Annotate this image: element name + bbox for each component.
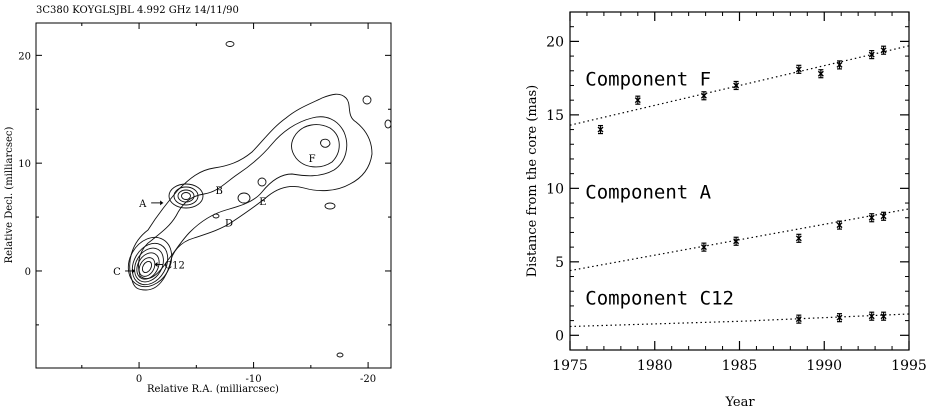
contour-level-2 <box>138 116 348 280</box>
data-point <box>868 213 875 223</box>
component-label-f: F <box>309 154 316 165</box>
series-label-1: Component A <box>585 182 711 204</box>
data-point <box>795 314 802 324</box>
component-label-b: B <box>216 186 223 197</box>
component-label-c12: C12 <box>165 261 185 272</box>
point-marker <box>836 222 843 229</box>
series-label-0: Component F <box>585 68 711 90</box>
point-marker <box>733 238 740 245</box>
point-marker <box>795 66 802 73</box>
left-x-tick-label: 0 <box>136 374 142 385</box>
component-arrowhead-a <box>160 200 164 206</box>
data-point <box>836 220 843 230</box>
fit-lines <box>569 45 910 328</box>
point-marker <box>836 314 843 321</box>
point-marker <box>795 235 802 242</box>
contour-f-inner <box>320 138 331 148</box>
right-axis-ticks: 1975 1980 1985 1990 1995 0 5 10 15 20 <box>546 12 927 374</box>
data-point <box>795 64 802 74</box>
data-point <box>817 69 824 79</box>
left-x-tick-label: -10 <box>246 374 262 385</box>
point-marker <box>700 244 707 251</box>
contour-f <box>291 124 340 168</box>
left-axis-ticks: 0 -10 -20 20 10 0 <box>18 23 391 385</box>
data-point <box>700 242 707 252</box>
left-x-axis-label: Relative R.A. (milliarcsec) <box>147 384 279 395</box>
point-marker <box>817 70 824 77</box>
right-x-tick-label: 1990 <box>806 358 842 374</box>
point-marker <box>597 126 604 133</box>
data-point <box>880 311 887 321</box>
point-marker <box>634 97 641 104</box>
right-y-axis-label: Distance from the core (mas) <box>525 85 540 277</box>
right-x-axis-label: Year <box>724 395 755 410</box>
component-label-e: E <box>259 197 266 208</box>
left-y-tick-label: 20 <box>18 51 31 62</box>
right-x-tick-label: 1975 <box>552 358 588 374</box>
point-marker <box>836 61 843 68</box>
component-label-c: C <box>113 267 121 278</box>
left-y-tick-label: 10 <box>18 159 31 170</box>
data-point <box>868 311 875 321</box>
data-points <box>597 45 887 324</box>
fit-line-2 <box>569 313 910 328</box>
component-labels: C C12 A B D E F <box>113 154 316 278</box>
data-point <box>880 211 887 221</box>
series-labels: Component F Component A Component C12 <box>585 68 734 309</box>
right-y-tick-label: 5 <box>555 255 564 271</box>
contour-frame <box>35 22 392 369</box>
series-label-2: Component C12 <box>585 287 734 309</box>
data-point <box>700 91 707 101</box>
right-x-tick-label: 1995 <box>891 358 927 374</box>
data-point <box>880 45 887 55</box>
data-point <box>836 313 843 323</box>
point-marker <box>880 313 887 320</box>
component-arrowhead-c <box>132 268 136 274</box>
point-marker <box>795 316 802 323</box>
point-marker <box>880 213 887 220</box>
point-marker <box>868 313 875 320</box>
point-marker <box>733 82 740 89</box>
point-marker <box>868 51 875 58</box>
left-x-tick-label: -20 <box>360 374 376 385</box>
point-marker <box>868 214 875 221</box>
data-point <box>868 50 875 60</box>
data-point <box>597 124 604 135</box>
left-header: 3C380 KOYGLSJBL 4.992 GHz 14/11/90 <box>36 5 239 16</box>
data-point <box>634 95 641 105</box>
contour-map <box>127 41 392 358</box>
component-label-a: A <box>138 199 147 210</box>
right-y-tick-label: 0 <box>555 328 564 344</box>
right-y-tick-label: 15 <box>546 108 564 124</box>
right-x-tick-label: 1980 <box>637 358 673 374</box>
contour-outer <box>129 93 373 291</box>
component-label-d: D <box>225 218 233 229</box>
right-y-tick-label: 20 <box>546 34 564 50</box>
component-arrowhead-c12 <box>154 262 158 267</box>
data-point <box>733 80 740 91</box>
right-y-tick-label: 10 <box>546 181 564 197</box>
data-point <box>795 233 802 243</box>
right-x-tick-label: 1985 <box>722 358 758 374</box>
data-point <box>733 236 740 246</box>
fit-line-1 <box>569 208 910 272</box>
data-point <box>836 60 843 70</box>
point-marker <box>880 47 887 54</box>
point-marker <box>700 92 707 99</box>
left-y-tick-label: 0 <box>25 267 31 278</box>
left-y-axis-label: Relative Decl. (milliarcsec) <box>4 127 15 264</box>
